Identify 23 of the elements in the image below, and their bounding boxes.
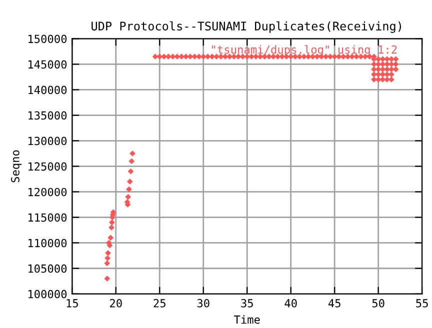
- y-tick-label: 140000: [28, 86, 67, 94]
- x-tick-label: 35: [241, 299, 253, 308]
- x-tick-label: 45: [328, 299, 340, 308]
- x-tick-label: 25: [154, 299, 166, 308]
- y-tick-label: 150000: [28, 34, 67, 44]
- y-tick-label: 145000: [28, 60, 67, 69]
- y-tick-label: 135000: [28, 111, 67, 120]
- x-tick-label: 30: [197, 299, 210, 308]
- y-tick-label: 125000: [28, 162, 67, 171]
- x-axis-title: Time: [234, 315, 260, 324]
- chart-title: UDP Protocols--TSUNAMI Duplicates(Receiving): [92, 21, 402, 33]
- y-tick-label: 120000: [28, 188, 67, 196]
- x-tick-label: 55: [416, 299, 428, 308]
- y-tick-label: 130000: [28, 136, 67, 146]
- y-axis-title: Seqno: [11, 150, 22, 182]
- x-tick-label: 50: [372, 299, 384, 308]
- x-tick-label: 40: [284, 299, 297, 308]
- y-tick-label: 115000: [28, 213, 67, 222]
- x-tick-label: 15: [66, 299, 78, 308]
- y-tick-label: 100000: [28, 290, 67, 298]
- y-tick-label: 110000: [28, 238, 67, 248]
- x-tick-label: 20: [110, 299, 122, 308]
- y-tick-label: 105000: [28, 264, 67, 273]
